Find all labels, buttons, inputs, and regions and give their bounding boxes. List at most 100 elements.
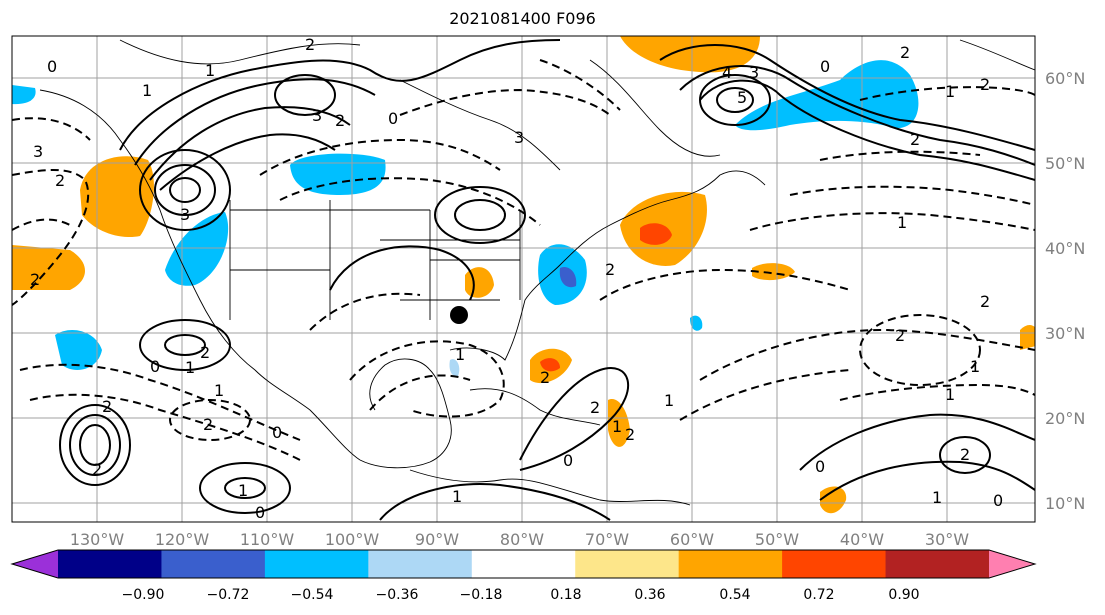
contour-label: 0 xyxy=(47,57,57,76)
contour-label: 0 xyxy=(820,57,830,76)
longitude-label: 80°W xyxy=(500,530,544,549)
contour-label: 4 xyxy=(722,63,732,82)
colorbar-segment xyxy=(58,550,162,578)
colorbar-segment xyxy=(368,550,473,578)
colorbar-tick-label: 0.18 xyxy=(550,587,581,603)
colorbar-segment xyxy=(264,550,369,578)
longitude-label: 70°W xyxy=(585,530,629,549)
contour-label: 1 xyxy=(945,82,955,101)
contour-label: 2 xyxy=(605,260,615,279)
colorbar-segment xyxy=(161,550,266,578)
graticule xyxy=(12,36,1035,522)
contour-label: 3 xyxy=(749,63,759,82)
contour-label: 2 xyxy=(55,171,65,190)
contour-label: 0 xyxy=(272,423,282,442)
colorbar-tick-label: −0.54 xyxy=(291,587,334,603)
negative-anomaly-region xyxy=(165,212,229,286)
longitude-label: 40°W xyxy=(840,530,884,549)
anomaly-shading xyxy=(12,36,1035,514)
contour-label: 1 xyxy=(142,81,152,100)
contour-label: 1 xyxy=(932,488,942,507)
contour-label: 2 xyxy=(30,270,40,289)
latitude-label: 20°N xyxy=(1045,409,1085,428)
negative-anomaly-region xyxy=(12,85,36,105)
contour-label: 2 xyxy=(203,415,213,434)
positive-anomaly-region xyxy=(608,399,630,447)
contour-label: 1 xyxy=(452,487,462,506)
contour-label: 2 xyxy=(980,75,990,94)
contour-label: 2 xyxy=(980,292,990,311)
contour-label: 2 xyxy=(960,445,970,464)
contour-label: 0 xyxy=(388,109,398,128)
latitude-label: 60°N xyxy=(1045,69,1085,88)
contour-label: 1 xyxy=(238,481,248,500)
contour-label: 2 xyxy=(305,35,315,54)
colorbar-segment xyxy=(471,550,576,578)
dashed-contours xyxy=(12,59,1035,461)
contour-label: 1 xyxy=(664,391,674,410)
negative-anomaly-region xyxy=(690,315,703,331)
latitude-label: 10°N xyxy=(1045,494,1085,513)
contour-label: 3 xyxy=(33,142,43,161)
longitude-axis: 130°W 120°W 110°W 100°W 90°W 80°W 70°W 6… xyxy=(70,530,969,549)
colorbar-tick-label: 0.90 xyxy=(888,587,919,603)
colorbar-segment xyxy=(885,550,990,578)
contour-label: 2 xyxy=(625,425,635,444)
longitude-label: 50°W xyxy=(755,530,799,549)
map-title: 2021081400 F096 xyxy=(449,9,596,28)
contour-label: 2 xyxy=(900,43,910,62)
longitude-label: 30°W xyxy=(925,530,969,549)
contour-label: 0 xyxy=(255,503,265,522)
colorbar-segment xyxy=(575,550,680,578)
strong-positive-anomaly xyxy=(640,223,672,245)
colorbar-tick-label: −0.72 xyxy=(207,587,250,603)
contour-label: 2 xyxy=(590,398,600,417)
colorbar-tick-label: −0.36 xyxy=(376,587,419,603)
latitude-label: 40°N xyxy=(1045,239,1085,258)
colorbar-extend-min xyxy=(12,550,58,578)
longitude-label: 120°W xyxy=(155,530,210,549)
contour-label: 2 xyxy=(540,368,550,387)
contour-label: 2 xyxy=(910,130,920,149)
negative-anomaly-region xyxy=(290,153,386,195)
contour-label: 2 xyxy=(102,397,112,416)
contour-label: 0 xyxy=(150,357,160,376)
contour-label: 2 xyxy=(200,343,210,362)
contour-label: 1 xyxy=(612,417,622,436)
longitude-label: 100°W xyxy=(325,530,380,549)
strong-positive-anomaly xyxy=(540,358,560,372)
positive-anomaly-region xyxy=(1020,325,1035,350)
contour-label: 2 xyxy=(895,326,905,345)
negative-anomaly-region xyxy=(55,330,102,370)
latitude-label: 30°N xyxy=(1045,324,1085,343)
positive-anomaly-region xyxy=(80,156,154,238)
colorbar-segment xyxy=(678,550,783,578)
contour-label: 0 xyxy=(563,451,573,470)
colorbar xyxy=(10,549,1037,579)
colorbar-segment xyxy=(782,550,887,578)
colorbar-tick-label: −0.18 xyxy=(460,587,503,603)
colorbar-tick-label: 0.36 xyxy=(634,587,665,603)
location-marker-dot xyxy=(450,306,468,324)
contour-label: 3 xyxy=(180,205,190,224)
contour-label: 5 xyxy=(737,88,747,107)
positive-anomaly-region xyxy=(820,486,847,514)
longitude-label: 110°W xyxy=(240,530,295,549)
colorbar-tick-label: 0.72 xyxy=(803,587,834,603)
coastlines xyxy=(39,39,1035,506)
contour-label: 1 xyxy=(185,358,195,377)
contour-label: 2 xyxy=(335,111,345,130)
contour-label: 2 xyxy=(92,460,102,479)
contours xyxy=(59,39,1035,521)
contour-label: 0 xyxy=(815,457,825,476)
contour-label: 0 xyxy=(993,491,1003,510)
contour-label: 3 xyxy=(514,128,524,147)
colorbar-outline xyxy=(10,549,1037,579)
longitude-label: 130°W xyxy=(70,530,125,549)
latitude-axis: 60°N 50°N 40°N 30°N 20°N 10°N xyxy=(1045,69,1085,513)
contour-label: 1 xyxy=(897,213,907,232)
contour-label: 1 xyxy=(455,345,465,364)
colorbar-tick-label: 0.54 xyxy=(719,587,750,603)
map-frame xyxy=(11,35,1036,523)
